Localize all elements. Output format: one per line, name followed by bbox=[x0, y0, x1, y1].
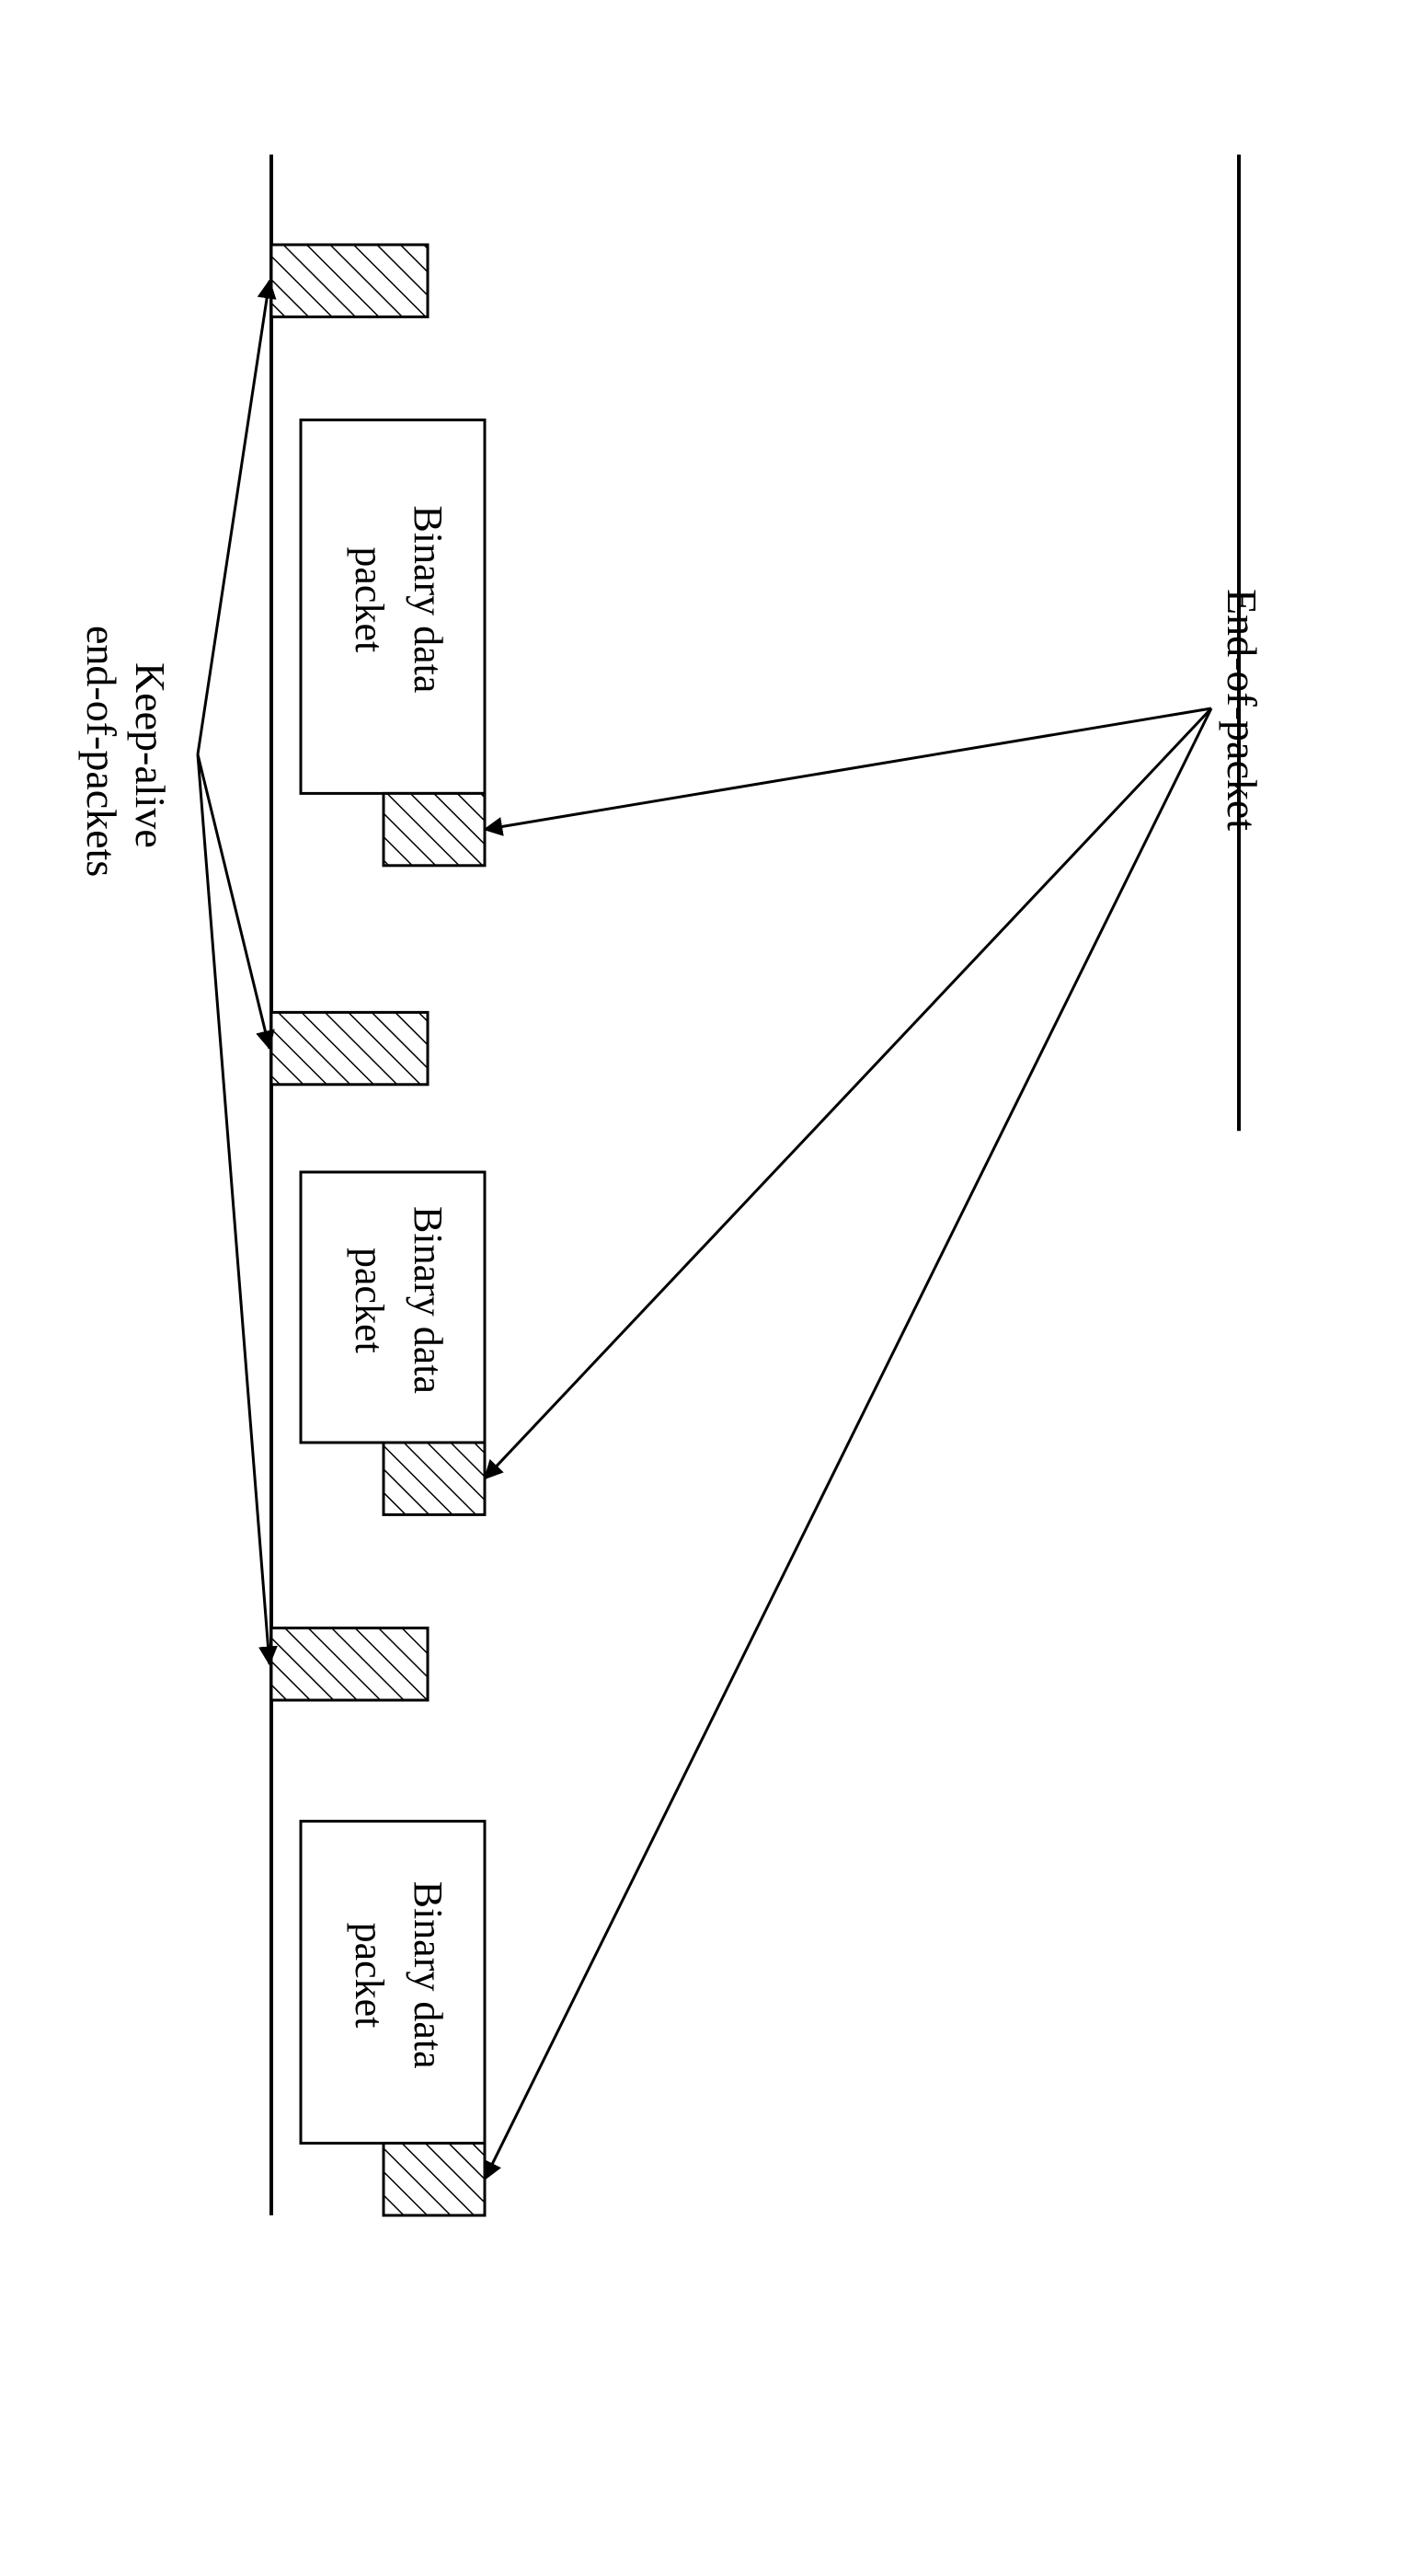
arrow-keepalive bbox=[198, 281, 269, 754]
end-of-packet bbox=[384, 2144, 485, 2215]
keepalive-end-of-packet bbox=[271, 1012, 428, 1084]
binary-data-label-line1: Binary data bbox=[405, 1206, 452, 1394]
label-keep-alive-line1: Keep-alive bbox=[126, 662, 175, 848]
keepalive-end-of-packet bbox=[271, 245, 428, 316]
diagram-svg bbox=[0, 0, 1421, 2576]
binary-data-label-line1: Binary data bbox=[405, 1881, 452, 2069]
arrow-end-of-packet bbox=[485, 708, 1211, 2179]
diagram-frame: Binary data packet Binary data packet Binary… bbox=[0, 0, 1421, 2576]
binary-data-packet bbox=[301, 1172, 485, 1443]
arrow-keepalive bbox=[198, 754, 269, 1664]
arrow-end-of-packet bbox=[485, 708, 1211, 1478]
binary-data-packet bbox=[301, 420, 485, 793]
label-keep-alive-line2: end-of-packets bbox=[77, 626, 126, 877]
binary-data-label-line2: packet bbox=[346, 546, 393, 652]
binary-data-label-line2: packet bbox=[346, 1923, 393, 2029]
end-of-packet bbox=[384, 1443, 485, 1514]
binary-data-label-line1: Binary data bbox=[405, 505, 452, 693]
binary-data-label-line2: packet bbox=[346, 1248, 393, 1353]
arrow-end-of-packet bbox=[485, 708, 1211, 830]
label-end-of-packet: End-of-packet bbox=[1218, 589, 1266, 831]
binary-data-packet bbox=[301, 1822, 485, 2144]
end-of-packet bbox=[384, 793, 485, 865]
keepalive-end-of-packet bbox=[271, 1628, 428, 1700]
